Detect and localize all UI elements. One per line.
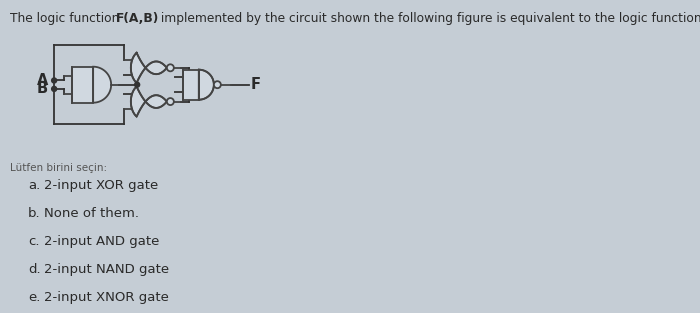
Text: Lütfen birini seçin:: Lütfen birini seçin: <box>10 163 107 173</box>
Text: F: F <box>251 77 261 92</box>
Text: 2-input AND gate: 2-input AND gate <box>44 235 160 248</box>
Text: None of them.: None of them. <box>44 207 139 220</box>
Text: 2-input XNOR gate: 2-input XNOR gate <box>44 291 169 304</box>
Text: c.: c. <box>28 235 39 248</box>
Polygon shape <box>199 70 214 100</box>
Text: b.: b. <box>28 207 41 220</box>
Polygon shape <box>131 53 167 83</box>
Circle shape <box>134 82 139 87</box>
Circle shape <box>167 98 174 105</box>
Text: 2-input XOR gate: 2-input XOR gate <box>44 179 158 192</box>
Polygon shape <box>183 70 199 100</box>
Text: e.: e. <box>28 291 41 304</box>
Text: B: B <box>37 81 48 96</box>
Circle shape <box>167 64 174 71</box>
Polygon shape <box>72 67 93 103</box>
Text: The logic function: The logic function <box>10 12 123 25</box>
Circle shape <box>214 81 221 88</box>
Text: F(A,B): F(A,B) <box>116 12 160 25</box>
Text: implemented by the circuit shown the following figure is equivalent to the logic: implemented by the circuit shown the fol… <box>157 12 700 25</box>
Text: 2-input NAND gate: 2-input NAND gate <box>44 263 169 276</box>
Circle shape <box>52 86 57 91</box>
Polygon shape <box>131 87 167 116</box>
Text: d.: d. <box>28 263 41 276</box>
Polygon shape <box>93 67 111 103</box>
Circle shape <box>52 78 57 83</box>
Text: A: A <box>37 73 48 88</box>
Text: a.: a. <box>28 179 41 192</box>
